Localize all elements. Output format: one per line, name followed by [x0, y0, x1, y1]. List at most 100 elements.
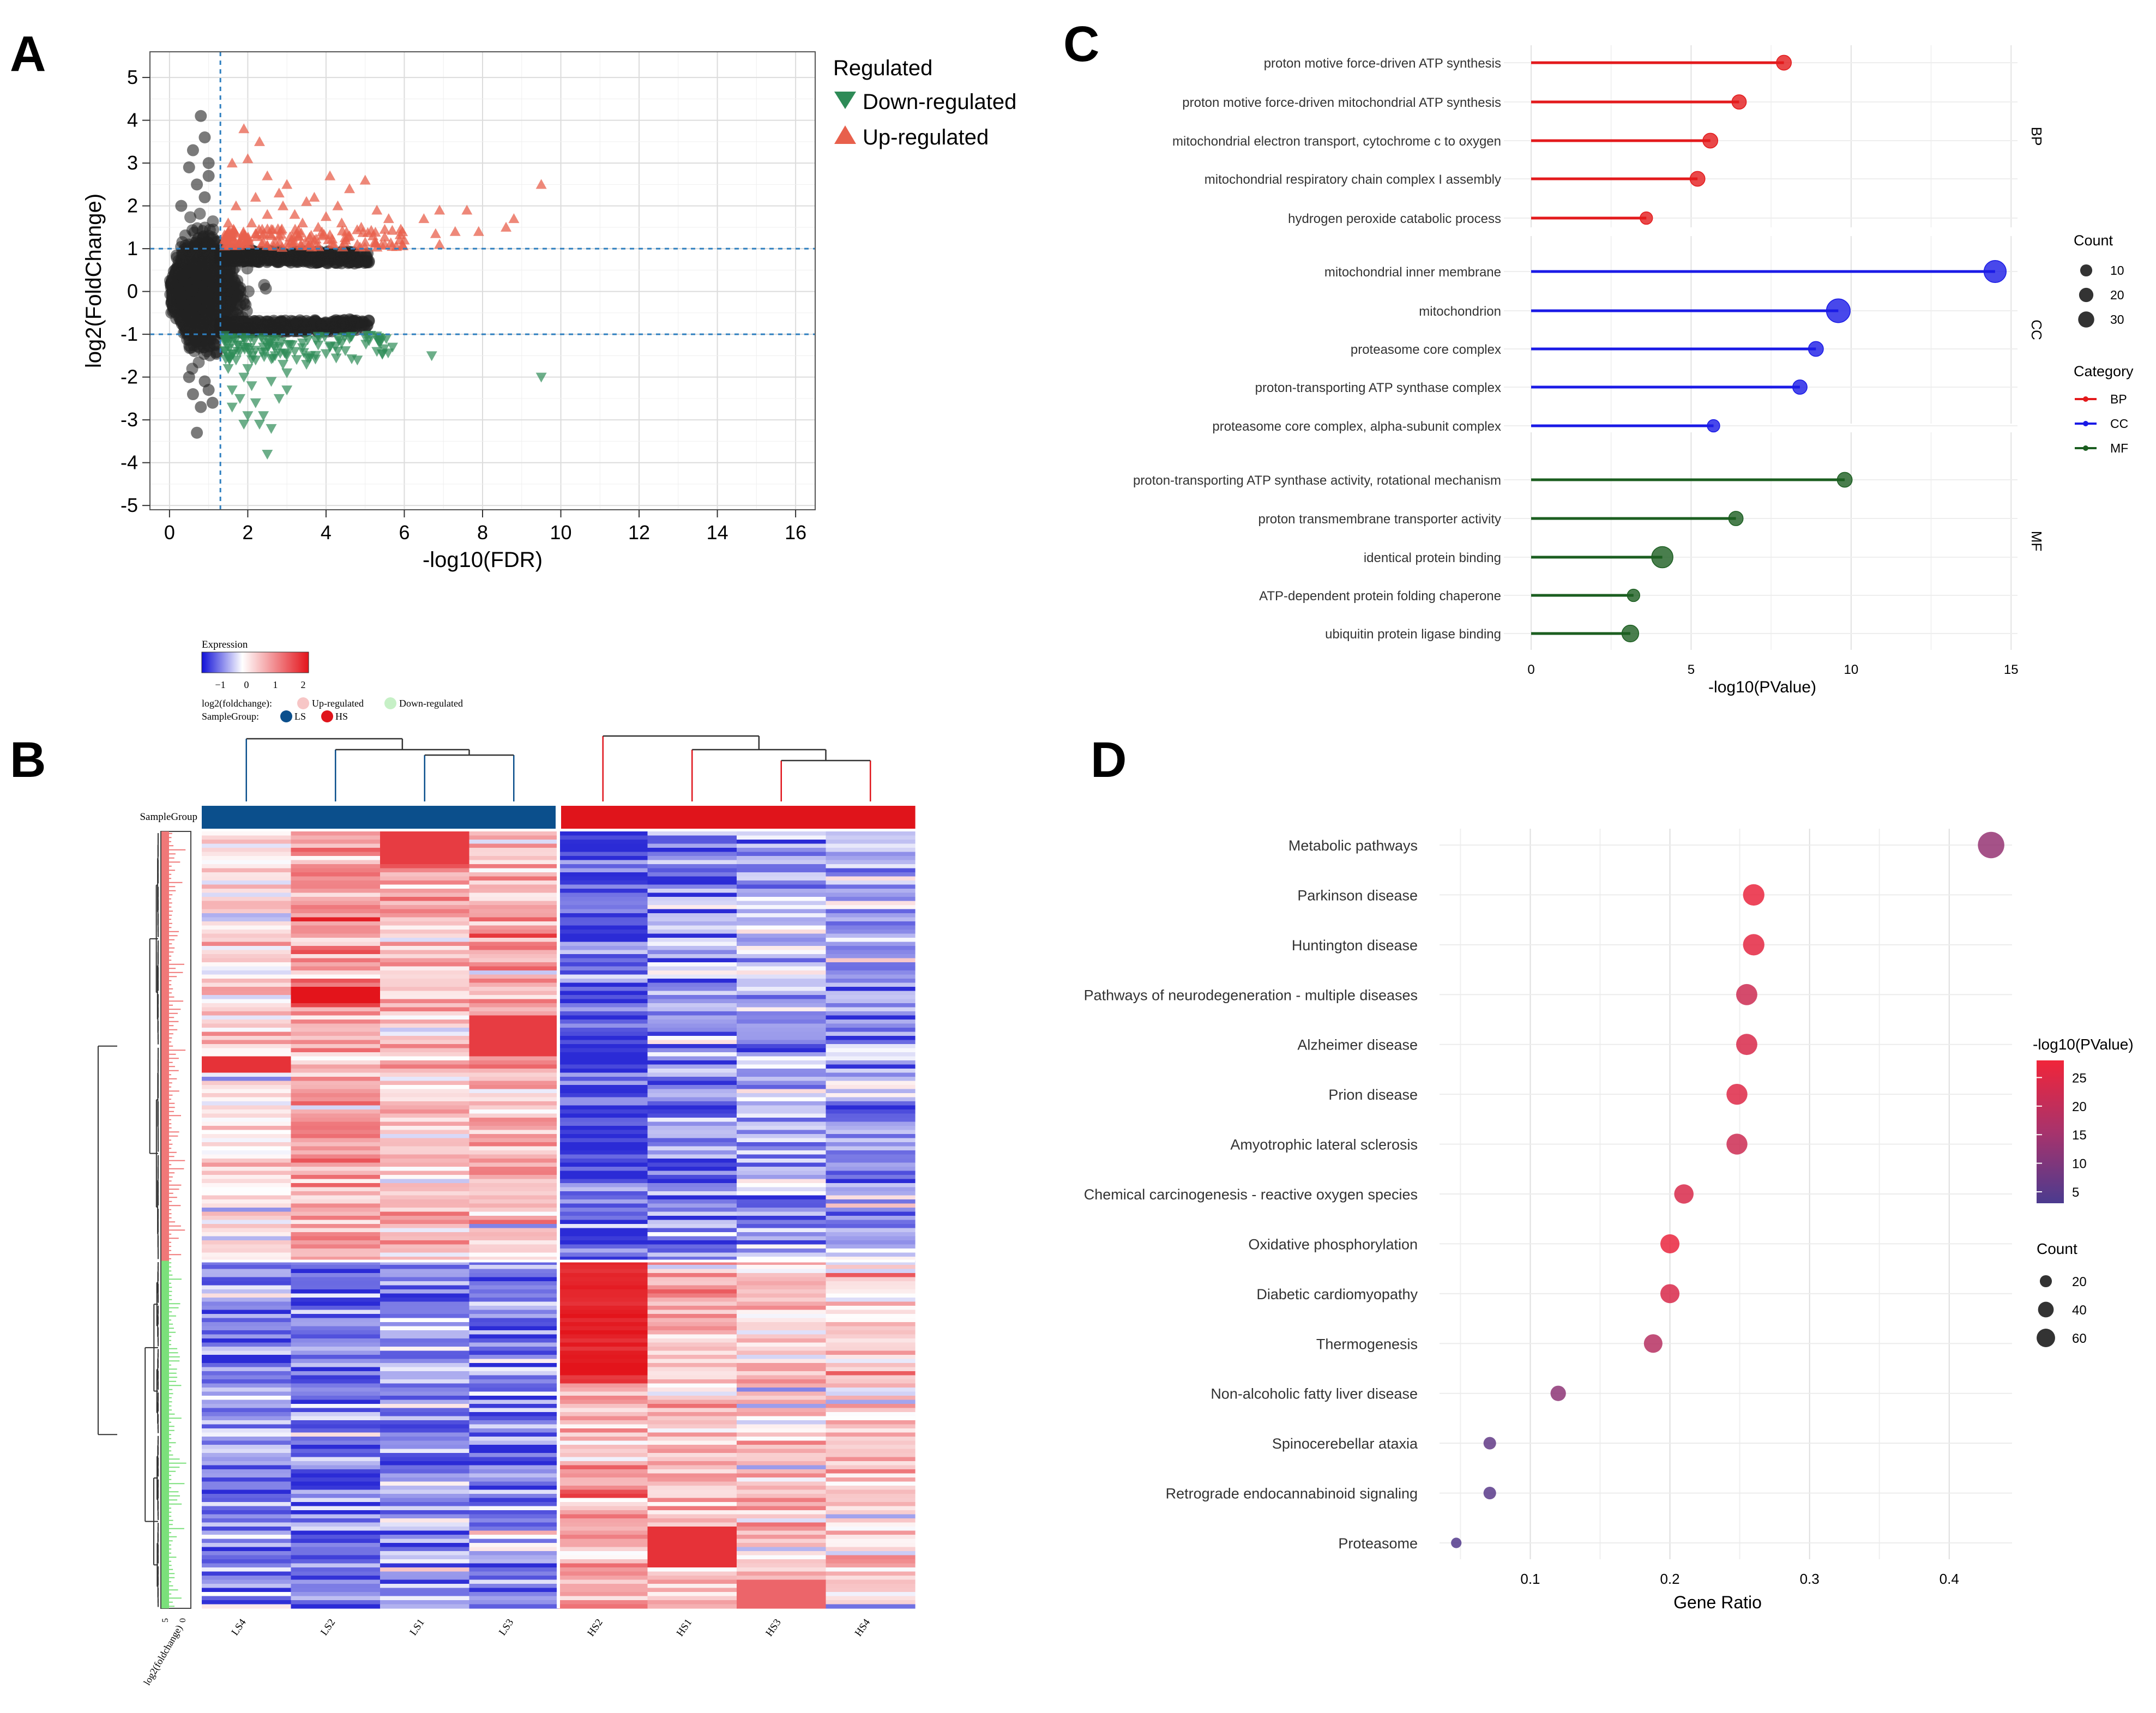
heatmap-cells: [202, 831, 916, 1609]
panel-label-c: C: [1063, 16, 1099, 72]
fc-up-legend-dot: [297, 697, 309, 709]
heatmap-cell: [558, 852, 648, 857]
ls-legend-dot: [280, 710, 292, 722]
volcano-y-tick-label: 5: [127, 66, 138, 88]
volcano-x-tick-label: 10: [550, 521, 572, 544]
volcano-legend: Regulated Down-regulated Up-regulated: [833, 56, 1016, 149]
volcano-ns-point: [194, 207, 206, 220]
fc-down-legend-dot: [384, 697, 396, 709]
volcano-ns-point: [195, 290, 207, 303]
volcano-x-tick-label: 16: [785, 521, 806, 544]
heatmap-cell: [469, 856, 559, 861]
heatmap-cell: [202, 848, 292, 853]
expression-legend-title: Expression: [202, 639, 248, 650]
volcano-y-tick-label: -1: [121, 323, 138, 345]
volcano-y-ticks: -5 -4 -3 -2 -1 0 1 2 3 4 5: [121, 66, 150, 516]
hs-legend-label: HS: [335, 711, 348, 722]
volcano-x-tick-label: 2: [242, 521, 253, 544]
heatmap-cell: [469, 843, 559, 848]
sample-group-cell: [291, 806, 381, 829]
heatmap-cell: [469, 848, 559, 853]
volcano-ns-point: [217, 251, 230, 264]
volcano-x-ticks: 0 2 4 6 8 10 12 14 16: [164, 510, 806, 544]
fc-down-legend-label: Down-regulated: [399, 698, 463, 709]
heatmap-cell: [380, 843, 470, 848]
heatmap-cell: [558, 831, 648, 836]
heatmap-cell: [202, 835, 292, 840]
heatmap-cell: [737, 840, 827, 845]
heatmap-cell: [826, 848, 916, 853]
volcano-nonsignificant-cloud: [164, 110, 375, 439]
heatmap-cell: [826, 831, 916, 836]
volcano-y-tick-label: 4: [127, 109, 138, 131]
volcano-ns-point: [193, 268, 206, 280]
heatmap-cell: [737, 860, 827, 865]
heatmap-cell: [647, 840, 737, 845]
volcano-legend-down: Down-regulated: [863, 90, 1016, 114]
heatmap-cell: [291, 860, 381, 865]
volcano-ns-point: [191, 222, 203, 234]
volcano-ns-point: [189, 299, 202, 311]
volcano-ns-point: [174, 268, 186, 280]
fc-legend-label: log2(foldchange):: [202, 698, 272, 709]
heatmap-cell: [826, 852, 916, 857]
volcano-ns-point: [186, 251, 198, 263]
heatmap-cell: [558, 835, 648, 840]
volcano-ns-point: [202, 170, 215, 182]
volcano-ns-point: [242, 285, 255, 298]
volcano-ns-point: [233, 250, 246, 262]
heatmap-cell: [202, 856, 292, 861]
heatmap-cell: [558, 843, 648, 848]
column-dendrogram: [245, 735, 871, 801]
volcano-ns-point: [206, 396, 219, 409]
heatmap-cell: [291, 831, 381, 836]
heatmap-cell: [737, 831, 827, 836]
heatmap-cell: [647, 843, 737, 848]
volcano-ns-point: [313, 317, 326, 329]
heatmap-cell: [647, 835, 737, 840]
volcano-legend-title: Regulated: [833, 56, 932, 80]
heatmap-cell: [469, 860, 559, 865]
volcano-ns-point: [249, 254, 261, 266]
sample-group-annotation-label: SampleGroup: [140, 811, 197, 823]
heatmap-cell: [647, 856, 737, 861]
volcano-ns-point: [204, 298, 216, 310]
up-regulated-marker-icon: [834, 125, 856, 144]
volcano-ns-point: [275, 315, 287, 327]
expression-color-scale: [201, 652, 309, 673]
heatmap-cell: [826, 840, 916, 845]
volcano-ns-point: [360, 256, 373, 268]
expression-tick-neg1: −1: [215, 679, 225, 690]
heatmap-cell: [202, 831, 292, 836]
volcano-ns-point: [203, 250, 215, 263]
volcano-ns-point: [292, 252, 304, 265]
heatmap-cell: [737, 848, 827, 853]
heatmap-cell: [291, 856, 381, 861]
down-regulated-marker-icon: [834, 92, 856, 109]
row-dendrogram: [98, 833, 159, 1608]
volcano-ns-point: [198, 191, 211, 203]
volcano-ns-point: [183, 371, 195, 383]
volcano-ns-point: [188, 237, 200, 250]
volcano-ns-point: [227, 264, 239, 276]
volcano-y-tick-label: -2: [121, 366, 138, 388]
hs-legend-dot: [321, 710, 333, 722]
sample-group-cell: [647, 806, 737, 829]
sample-group-cell: [558, 806, 648, 829]
volcano-ns-point: [184, 211, 197, 224]
row-foldchange-bars: [160, 831, 191, 1609]
volcano-y-tick-label: 2: [127, 195, 138, 217]
volcano-ns-point: [186, 388, 199, 401]
heatmap-cell: [469, 840, 559, 845]
heatmap-cell: [737, 852, 827, 857]
heatmap-cell: [826, 856, 916, 861]
heatmap-cell: [380, 848, 470, 853]
volcano-ns-point: [192, 356, 205, 369]
sample-group-annotation-bar: [202, 806, 916, 829]
panel-label-b: B: [10, 732, 46, 788]
heatmap-panel: Expression −1 0 1 2 log2(foldchange):: [98, 639, 916, 1687]
heatmap-cell: [380, 840, 470, 845]
volcano-x-tick-label: 8: [477, 521, 488, 544]
volcano-y-tick-label: -3: [121, 408, 138, 431]
heatmap-cell: [202, 840, 292, 845]
